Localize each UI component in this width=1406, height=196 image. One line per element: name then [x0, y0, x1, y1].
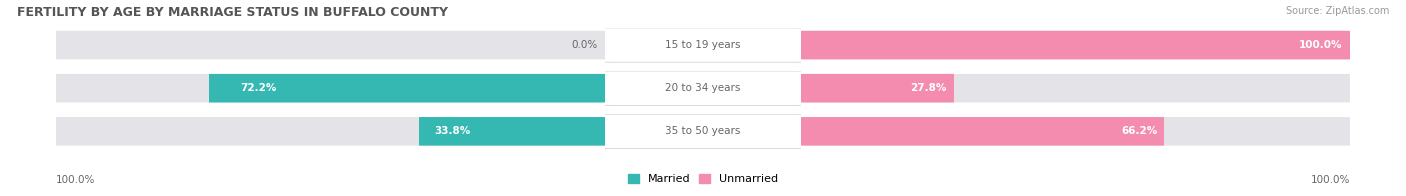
FancyBboxPatch shape [790, 117, 1175, 146]
FancyBboxPatch shape [7, 31, 1399, 59]
Text: 15 to 19 years: 15 to 19 years [665, 40, 741, 50]
Text: 72.2%: 72.2% [240, 83, 277, 93]
Text: 100.0%: 100.0% [1299, 40, 1343, 50]
Text: FERTILITY BY AGE BY MARRIAGE STATUS IN BUFFALO COUNTY: FERTILITY BY AGE BY MARRIAGE STATUS IN B… [17, 6, 449, 19]
Text: 20 to 34 years: 20 to 34 years [665, 83, 741, 93]
Text: 35 to 50 years: 35 to 50 years [665, 126, 741, 136]
Text: 27.8%: 27.8% [911, 83, 946, 93]
FancyBboxPatch shape [600, 28, 806, 62]
FancyBboxPatch shape [600, 71, 806, 105]
Text: 100.0%: 100.0% [56, 175, 96, 185]
FancyBboxPatch shape [600, 114, 806, 148]
Text: 100.0%: 100.0% [1310, 175, 1350, 185]
FancyBboxPatch shape [197, 74, 616, 103]
Text: 66.2%: 66.2% [1121, 126, 1157, 136]
Text: 0.0%: 0.0% [571, 40, 598, 50]
FancyBboxPatch shape [7, 117, 1399, 146]
FancyBboxPatch shape [7, 74, 1399, 103]
Legend: Married, Unmarried: Married, Unmarried [623, 169, 783, 189]
Text: 33.8%: 33.8% [434, 126, 471, 136]
Text: Source: ZipAtlas.com: Source: ZipAtlas.com [1285, 6, 1389, 16]
FancyBboxPatch shape [785, 31, 1367, 59]
FancyBboxPatch shape [797, 74, 959, 103]
FancyBboxPatch shape [413, 117, 610, 146]
